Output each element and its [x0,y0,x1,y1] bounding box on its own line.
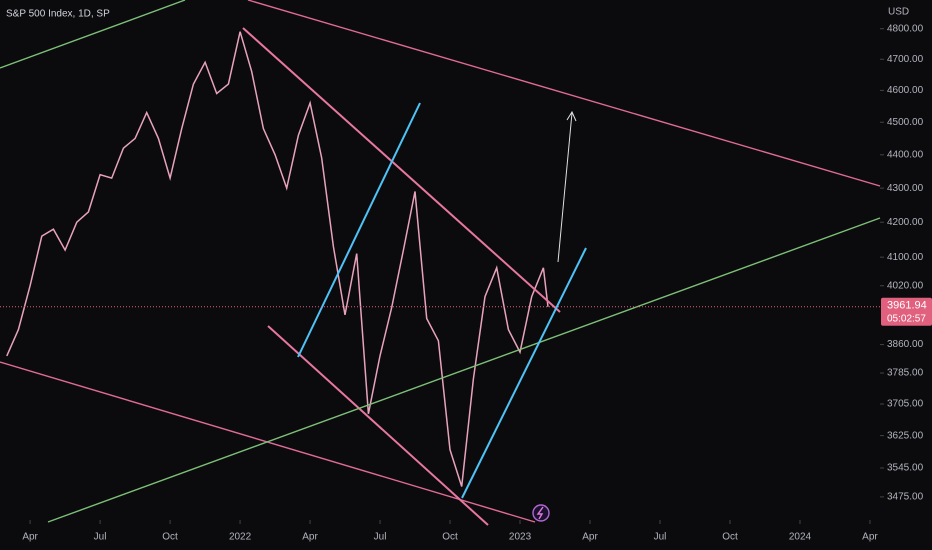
countdown-label: 05:02:57 [887,313,926,324]
last-price-box [881,297,932,326]
y-tick-label: 4020.00 [887,280,924,291]
y-tick-label: 3705.00 [887,399,924,410]
y-tick-label: 4100.00 [887,252,924,263]
x-tick-label: Oct [722,532,738,543]
trend-line [267,325,489,526]
event-icon-glyph [536,506,544,520]
x-tick-label: Apr [582,532,598,543]
price-line [6,31,549,487]
y-tick-label: 4200.00 [887,217,924,228]
x-tick-label: Oct [162,532,178,543]
x-tick-label: 2023 [509,532,532,543]
y-tick-label: 3625.00 [887,430,924,441]
y-tick-label: 4500.00 [887,117,924,128]
x-tick-label: Apr [302,532,318,543]
x-tick-label: Jul [94,532,107,543]
x-tick-label: 2022 [229,532,252,543]
y-tick-label: 4700.00 [887,54,924,65]
arrow-head [566,110,577,122]
x-tick-label: Oct [442,532,458,543]
x-tick-label: Apr [22,532,38,543]
y-tick-label: 4300.00 [887,183,924,194]
event-icon[interactable] [532,504,550,522]
last-price-label: 3961.94 [887,300,927,312]
y-tick-label: 3545.00 [887,463,924,474]
channel-line [461,247,587,499]
currency-label: USD [888,7,909,18]
x-tick-label: Jul [654,532,667,543]
y-tick-label: 3475.00 [887,492,924,503]
chart-title: S&P 500 Index, 1D, SP [6,9,110,20]
arrow [557,112,573,263]
drawings [0,0,881,526]
trend-line [47,217,881,523]
y-tick-label: 3860.00 [887,339,924,350]
x-tick-label: Apr [862,532,878,543]
x-tick-label: 2024 [789,532,812,543]
channel-line [297,102,421,358]
trend-line [242,27,561,313]
y-tick-label: 4800.00 [887,23,924,34]
trend-line [0,0,186,69]
y-tick-label: 4600.00 [887,85,924,96]
y-tick-label: 3785.00 [887,368,924,379]
y-tick-label: 4400.00 [887,149,924,160]
x-tick-label: Jul [374,532,387,543]
trend-line [247,0,881,187]
